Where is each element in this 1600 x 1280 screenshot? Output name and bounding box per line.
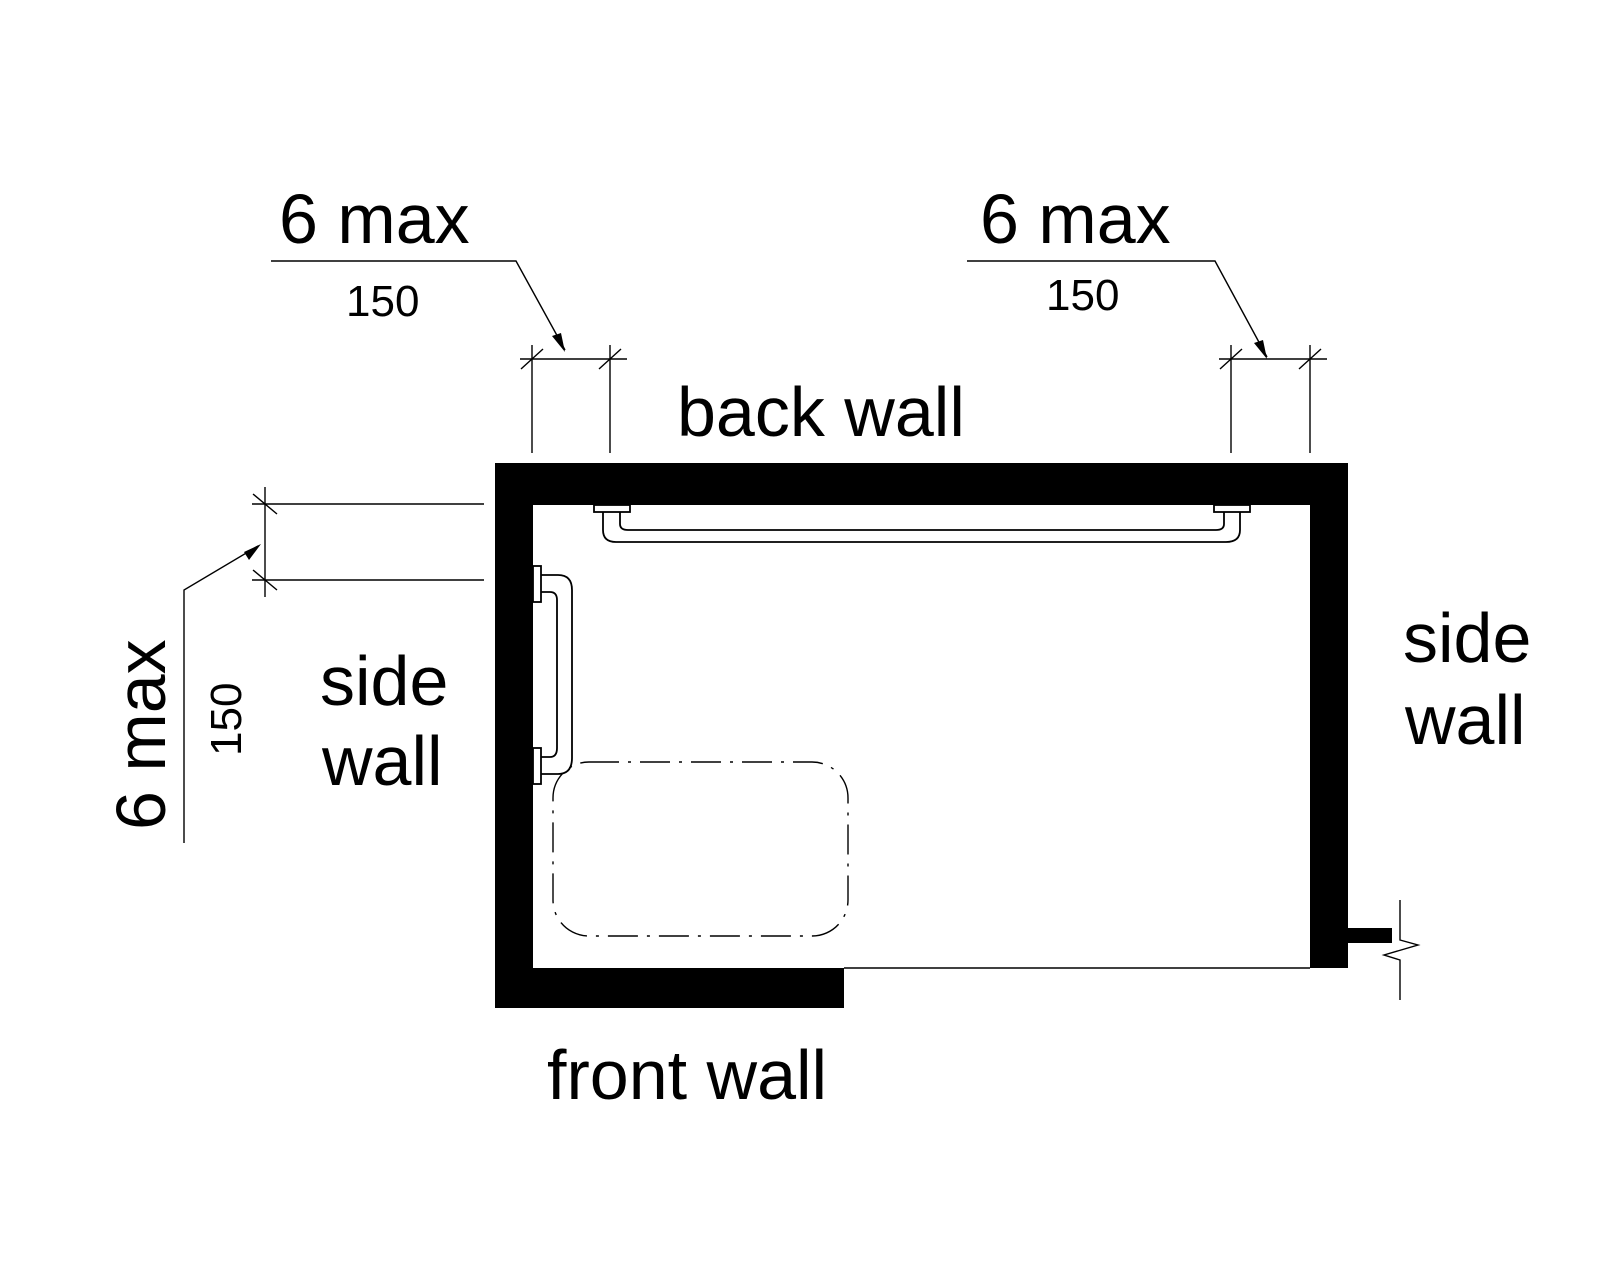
dim-back-left-imperial: 6 max	[279, 180, 470, 258]
dim-side-left-imperial: 6 max	[102, 639, 180, 830]
back-wall-label: back wall	[677, 373, 965, 451]
break-line	[1381, 900, 1421, 1000]
back-wall	[495, 463, 1348, 505]
dim-back-right-metric: 150	[1046, 271, 1119, 320]
back-bar-outer	[602, 512, 1241, 543]
dimension-side-left: 6 max 150	[102, 487, 484, 843]
right-side-wall	[1310, 463, 1348, 968]
right-wall-stub	[1348, 928, 1392, 943]
dim-back-left-metric: 150	[346, 277, 419, 326]
side-bar-inner	[541, 591, 558, 758]
leader-back-right	[967, 260, 1268, 358]
back-bar-mount-left	[593, 504, 631, 513]
leader-side-left	[183, 545, 259, 843]
front-wall-label: front wall	[547, 1036, 827, 1114]
dimension-back-left: 6 max 150	[271, 180, 627, 453]
left-side-wall	[495, 463, 533, 1008]
seat-outline	[552, 761, 849, 937]
arrow-side-left	[244, 544, 261, 560]
dim-side-left-metric: 150	[202, 683, 251, 756]
side-grab-bar	[532, 565, 573, 785]
side-bar-outer	[541, 574, 573, 775]
left-side-wall-label-line2: wall	[321, 722, 443, 800]
side-bar-mount-top	[532, 565, 542, 603]
dimension-back-right: 6 max 150	[967, 180, 1327, 453]
dim-back-right-imperial: 6 max	[980, 180, 1171, 258]
back-bar-inner	[619, 512, 1225, 531]
right-side-wall-label-line1: side	[1403, 599, 1531, 677]
arrow-back-right	[1254, 340, 1267, 359]
front-wall	[495, 968, 844, 1008]
back-bar-mount-right	[1213, 504, 1251, 513]
arrow-back-left	[552, 333, 565, 352]
left-side-wall-label-line1: side	[320, 642, 448, 720]
back-grab-bar	[593, 504, 1251, 543]
leader-back-left	[271, 260, 566, 351]
walls	[495, 463, 1392, 1008]
side-bar-mount-bottom	[532, 747, 542, 785]
right-side-wall-label-line2: wall	[1404, 681, 1526, 759]
